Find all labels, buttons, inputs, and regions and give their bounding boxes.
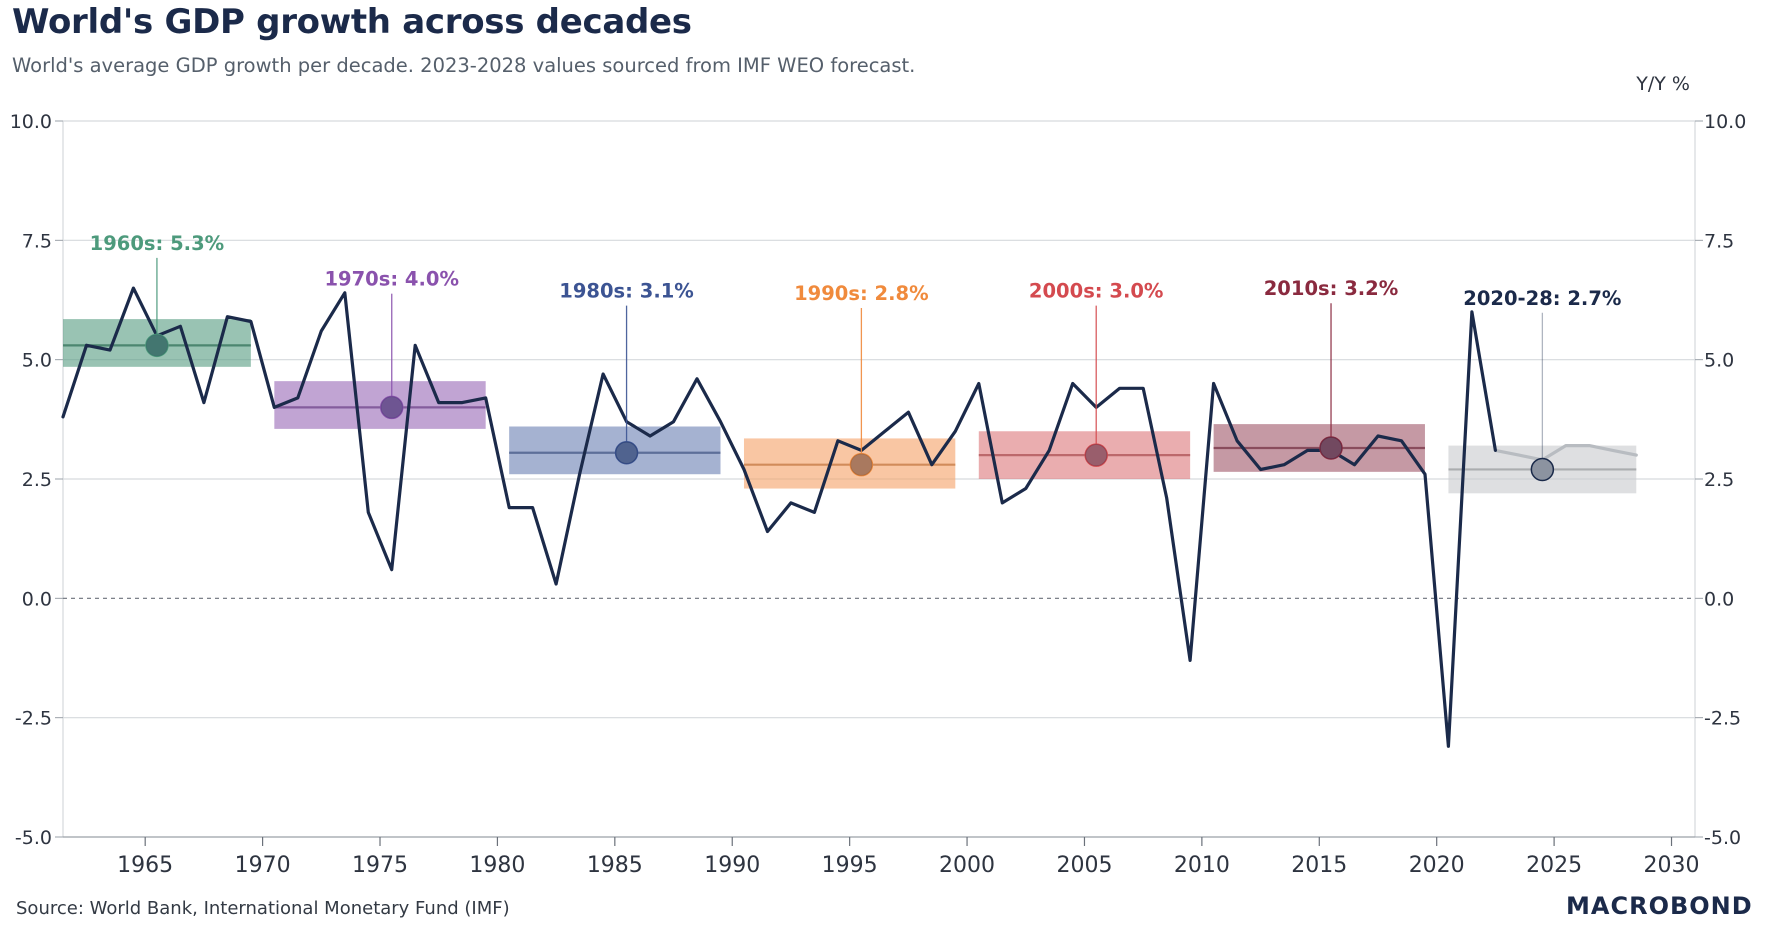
y-tick-label-right: -5.0 <box>1704 827 1741 849</box>
forecast-line <box>1493 444 1638 462</box>
decade-marker-shade <box>615 441 638 464</box>
decade-marker-shade <box>850 453 873 476</box>
y-tick-label-left: 10.0 <box>10 111 52 133</box>
y-tick-label-right: 5.0 <box>1704 350 1734 372</box>
y-tick-label-right: 7.5 <box>1704 230 1734 252</box>
decade-label: 1990s: 2.8% <box>794 282 929 305</box>
logo-text-after: BOND <box>1669 892 1753 920</box>
decade-label: 2010s: 3.2% <box>1264 277 1399 300</box>
x-tick-label: 2000 <box>939 853 995 878</box>
x-tick-label: 2025 <box>1526 853 1582 878</box>
logo-o: O <box>1648 892 1670 920</box>
x-tick-label: 2010 <box>1174 853 1230 878</box>
x-tick-label: 2015 <box>1291 853 1347 878</box>
decade-marker-shade <box>380 396 403 419</box>
decade-marker-shade <box>145 334 168 357</box>
y-tick-label-left: 2.5 <box>22 469 52 491</box>
y-tick-label-left: 5.0 <box>22 350 52 372</box>
decade-label: 1960s: 5.3% <box>90 232 225 255</box>
x-tick-label: 1965 <box>117 853 173 878</box>
chart-title: World's GDP growth across decades <box>12 2 692 42</box>
decade-label: 1970s: 4.0% <box>324 268 459 291</box>
chart-subtitle: World's average GDP growth per decade. 2… <box>12 54 916 77</box>
x-tick-label: 1975 <box>352 853 408 878</box>
x-tick-label: 1980 <box>469 853 525 878</box>
decade-marker <box>145 333 169 358</box>
gdp-growth-line <box>61 286 1498 748</box>
x-tick-label: 1990 <box>704 853 760 878</box>
x-tick-label: 1985 <box>587 853 643 878</box>
decade-marker-shade <box>1531 458 1554 481</box>
decade-band <box>509 426 721 475</box>
y-tick-label-left: 0.0 <box>22 588 52 610</box>
decade-markers: 1960s: 5.3% 1970s: 4.0% 1980s: 3.1% 1990s: … <box>90 232 1621 482</box>
x-tick-label: 2020 <box>1409 853 1465 878</box>
decade-band <box>274 381 486 429</box>
decade-marker <box>1084 443 1108 467</box>
x-tick-label: 1970 <box>235 853 291 878</box>
y-axis-unit-label: Y/Y % <box>1635 73 1690 95</box>
decade-label: 1980s: 3.1% <box>559 280 694 303</box>
x-tick-label: 2030 <box>1644 853 1700 878</box>
logo-text-before: MACR <box>1566 892 1649 920</box>
decade-label: 2020-28: 2.7% <box>1463 287 1621 310</box>
axis-tick-labels: -5.0 -5.0 -2.5 -2.5 0.0 0.0 2.5 2.5 5.0 5.0 7.5 7.5… <box>10 111 1747 878</box>
decade-marker <box>379 395 404 420</box>
decade-marker <box>1319 436 1343 460</box>
series-lines <box>61 286 1638 748</box>
y-tick-label-right: 2.5 <box>1704 469 1734 491</box>
decade-marker <box>1530 457 1555 482</box>
source-note: Source: World Bank, International Moneta… <box>16 898 510 919</box>
y-tick-label-right: 10.0 <box>1704 111 1746 133</box>
y-tick-label-left: -2.5 <box>15 708 52 730</box>
decade-marker-shade <box>1085 444 1108 467</box>
y-tick-label-left: 7.5 <box>22 230 52 252</box>
y-tick-label-left: -5.0 <box>15 827 52 849</box>
y-tick-label-right: -2.5 <box>1704 708 1741 730</box>
macrobond-logo: MACROBOND <box>1566 892 1753 920</box>
grid-lines <box>55 120 1703 846</box>
decade-bands <box>63 319 1637 494</box>
decade-marker <box>849 452 874 477</box>
y-tick-label-right: 0.0 <box>1704 588 1734 610</box>
decade-label: 2000s: 3.0% <box>1029 280 1164 303</box>
x-tick-label: 1995 <box>822 853 878 878</box>
decade-marker <box>614 440 639 465</box>
decade-marker-shade <box>1320 436 1343 459</box>
x-tick-label: 2005 <box>1056 853 1112 878</box>
